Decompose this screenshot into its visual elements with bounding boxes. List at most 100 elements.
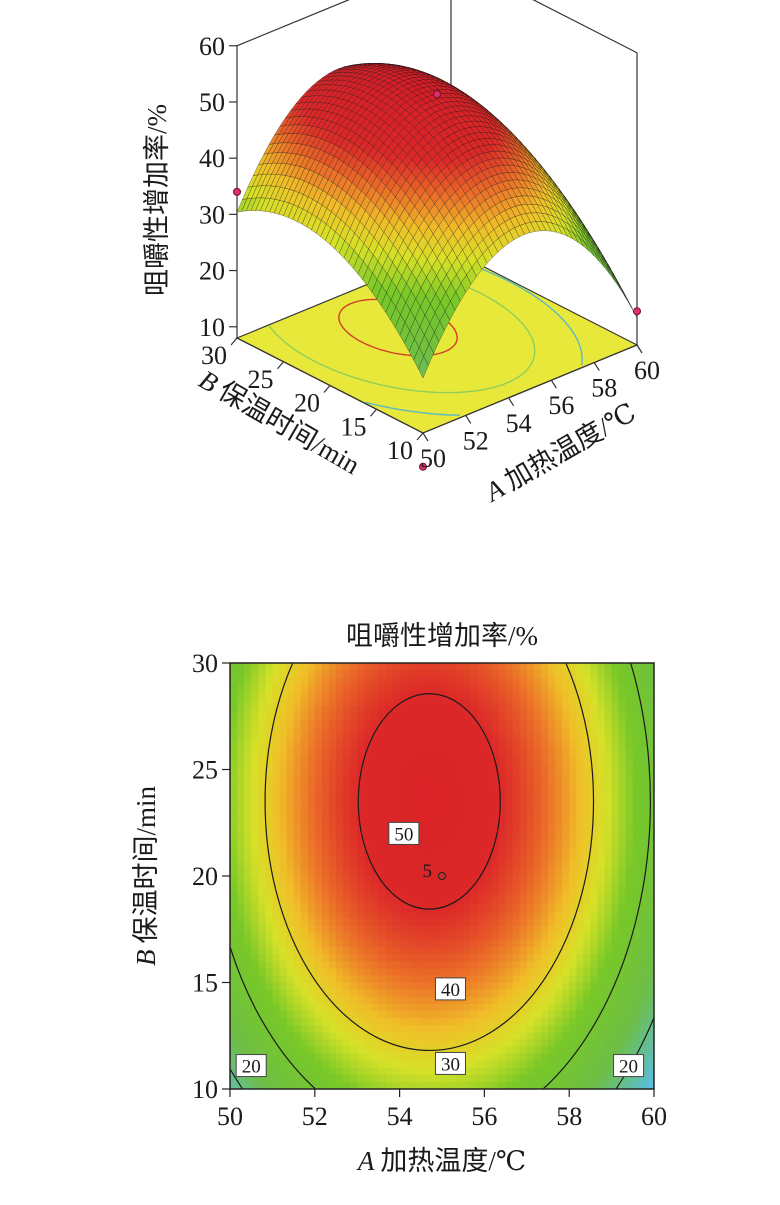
heat-cell (484, 911, 493, 920)
heat-cell (470, 705, 478, 714)
heat-cell (357, 876, 365, 884)
heat-cell (555, 776, 563, 785)
heat-cell (548, 762, 556, 771)
heat-cell (265, 819, 273, 827)
heat-cell (555, 677, 563, 685)
heat-cell (279, 1018, 288, 1026)
heat-cell (533, 797, 542, 806)
heat-cell (576, 890, 584, 898)
heat-cell (237, 954, 245, 962)
heat-cell (272, 911, 281, 920)
heat-cell (237, 961, 245, 969)
heat-cell (307, 684, 316, 692)
heat-cell (336, 932, 344, 941)
heat-cell (336, 968, 344, 976)
heat-cell (300, 890, 309, 898)
heat-cell (484, 904, 493, 913)
heat-cell (392, 1039, 401, 1047)
heat-cell (307, 719, 316, 728)
y-tick-mark (323, 385, 331, 393)
heat-cell (562, 975, 570, 984)
heat-cell (371, 954, 379, 962)
heat-cell (399, 776, 408, 785)
heat-cell (540, 698, 549, 707)
heat-cell (357, 1081, 365, 1089)
heat-cell (230, 925, 238, 934)
heat-cell (272, 968, 281, 976)
heat-cell (321, 663, 330, 671)
heat-cell (618, 712, 627, 721)
heat-cell (533, 961, 542, 969)
heat-cell (286, 868, 295, 877)
heat-cell (293, 1060, 302, 1069)
heat-cell (604, 932, 613, 941)
heat-cell (420, 868, 429, 877)
heat-cell (321, 840, 330, 849)
heat-cell (413, 947, 422, 955)
heat-cell (463, 1053, 471, 1062)
heat-cell (505, 847, 514, 856)
heat-cell (328, 776, 337, 785)
heat-cell (279, 861, 288, 870)
heat-cell (540, 968, 549, 976)
heat-cell (286, 783, 295, 792)
heat-cell (498, 805, 507, 813)
heat-cell (590, 968, 599, 976)
heat-cell (392, 1060, 401, 1069)
heat-cell (590, 812, 599, 820)
heat-cell (442, 1046, 450, 1055)
heat-cell (562, 812, 570, 820)
heat-cell (399, 1081, 408, 1089)
heat-cell (569, 861, 577, 870)
heat-cell (413, 776, 422, 785)
heat-cell (413, 918, 422, 927)
heat-cell (604, 726, 613, 735)
heat-cell (470, 684, 478, 692)
heat-cell (385, 1074, 394, 1083)
heat-cell (470, 932, 478, 941)
heat-cell (604, 762, 613, 771)
heat-cell (399, 719, 408, 728)
heat-cell (548, 812, 556, 820)
heat-cell (449, 705, 457, 714)
heat-cell (512, 868, 521, 877)
heat-cell (597, 996, 606, 1005)
heat-cell (604, 755, 613, 763)
heat-cell (484, 663, 493, 671)
heat-cell (336, 854, 344, 863)
heat-cell (272, 670, 281, 678)
heat-cell (434, 734, 443, 742)
heat-cell (406, 989, 415, 998)
heat-cell (265, 890, 273, 898)
heat-cell (611, 677, 620, 685)
heat-cell (562, 712, 570, 721)
heat-cell (434, 918, 443, 927)
heat-cell (463, 939, 471, 948)
heat-cell (555, 762, 563, 771)
heat-cell (392, 968, 401, 976)
heat-cell (526, 719, 535, 728)
heat-cell (597, 989, 606, 998)
heat-cell (399, 741, 408, 749)
heat-cell (286, 755, 295, 763)
heat-cell (258, 968, 266, 976)
heat-cell (449, 1010, 457, 1019)
heat-cell (491, 861, 500, 870)
heat-cell (604, 1081, 613, 1089)
heat-cell (590, 705, 599, 714)
heat-cell (237, 705, 245, 714)
heat-cell (350, 1010, 358, 1019)
heat-cell (413, 1018, 422, 1026)
heat-cell (293, 925, 302, 934)
heat-cell (364, 776, 372, 785)
heat-cell (230, 677, 238, 685)
heat-cell (519, 982, 528, 991)
heat-cell (470, 1046, 478, 1055)
heat-cell (392, 876, 401, 884)
heat-cell (611, 812, 620, 820)
heat-cell (406, 847, 415, 856)
heat-cell (286, 911, 295, 920)
heat-cell (237, 925, 245, 934)
heat-cell (251, 904, 259, 913)
heat-cell (293, 954, 302, 962)
